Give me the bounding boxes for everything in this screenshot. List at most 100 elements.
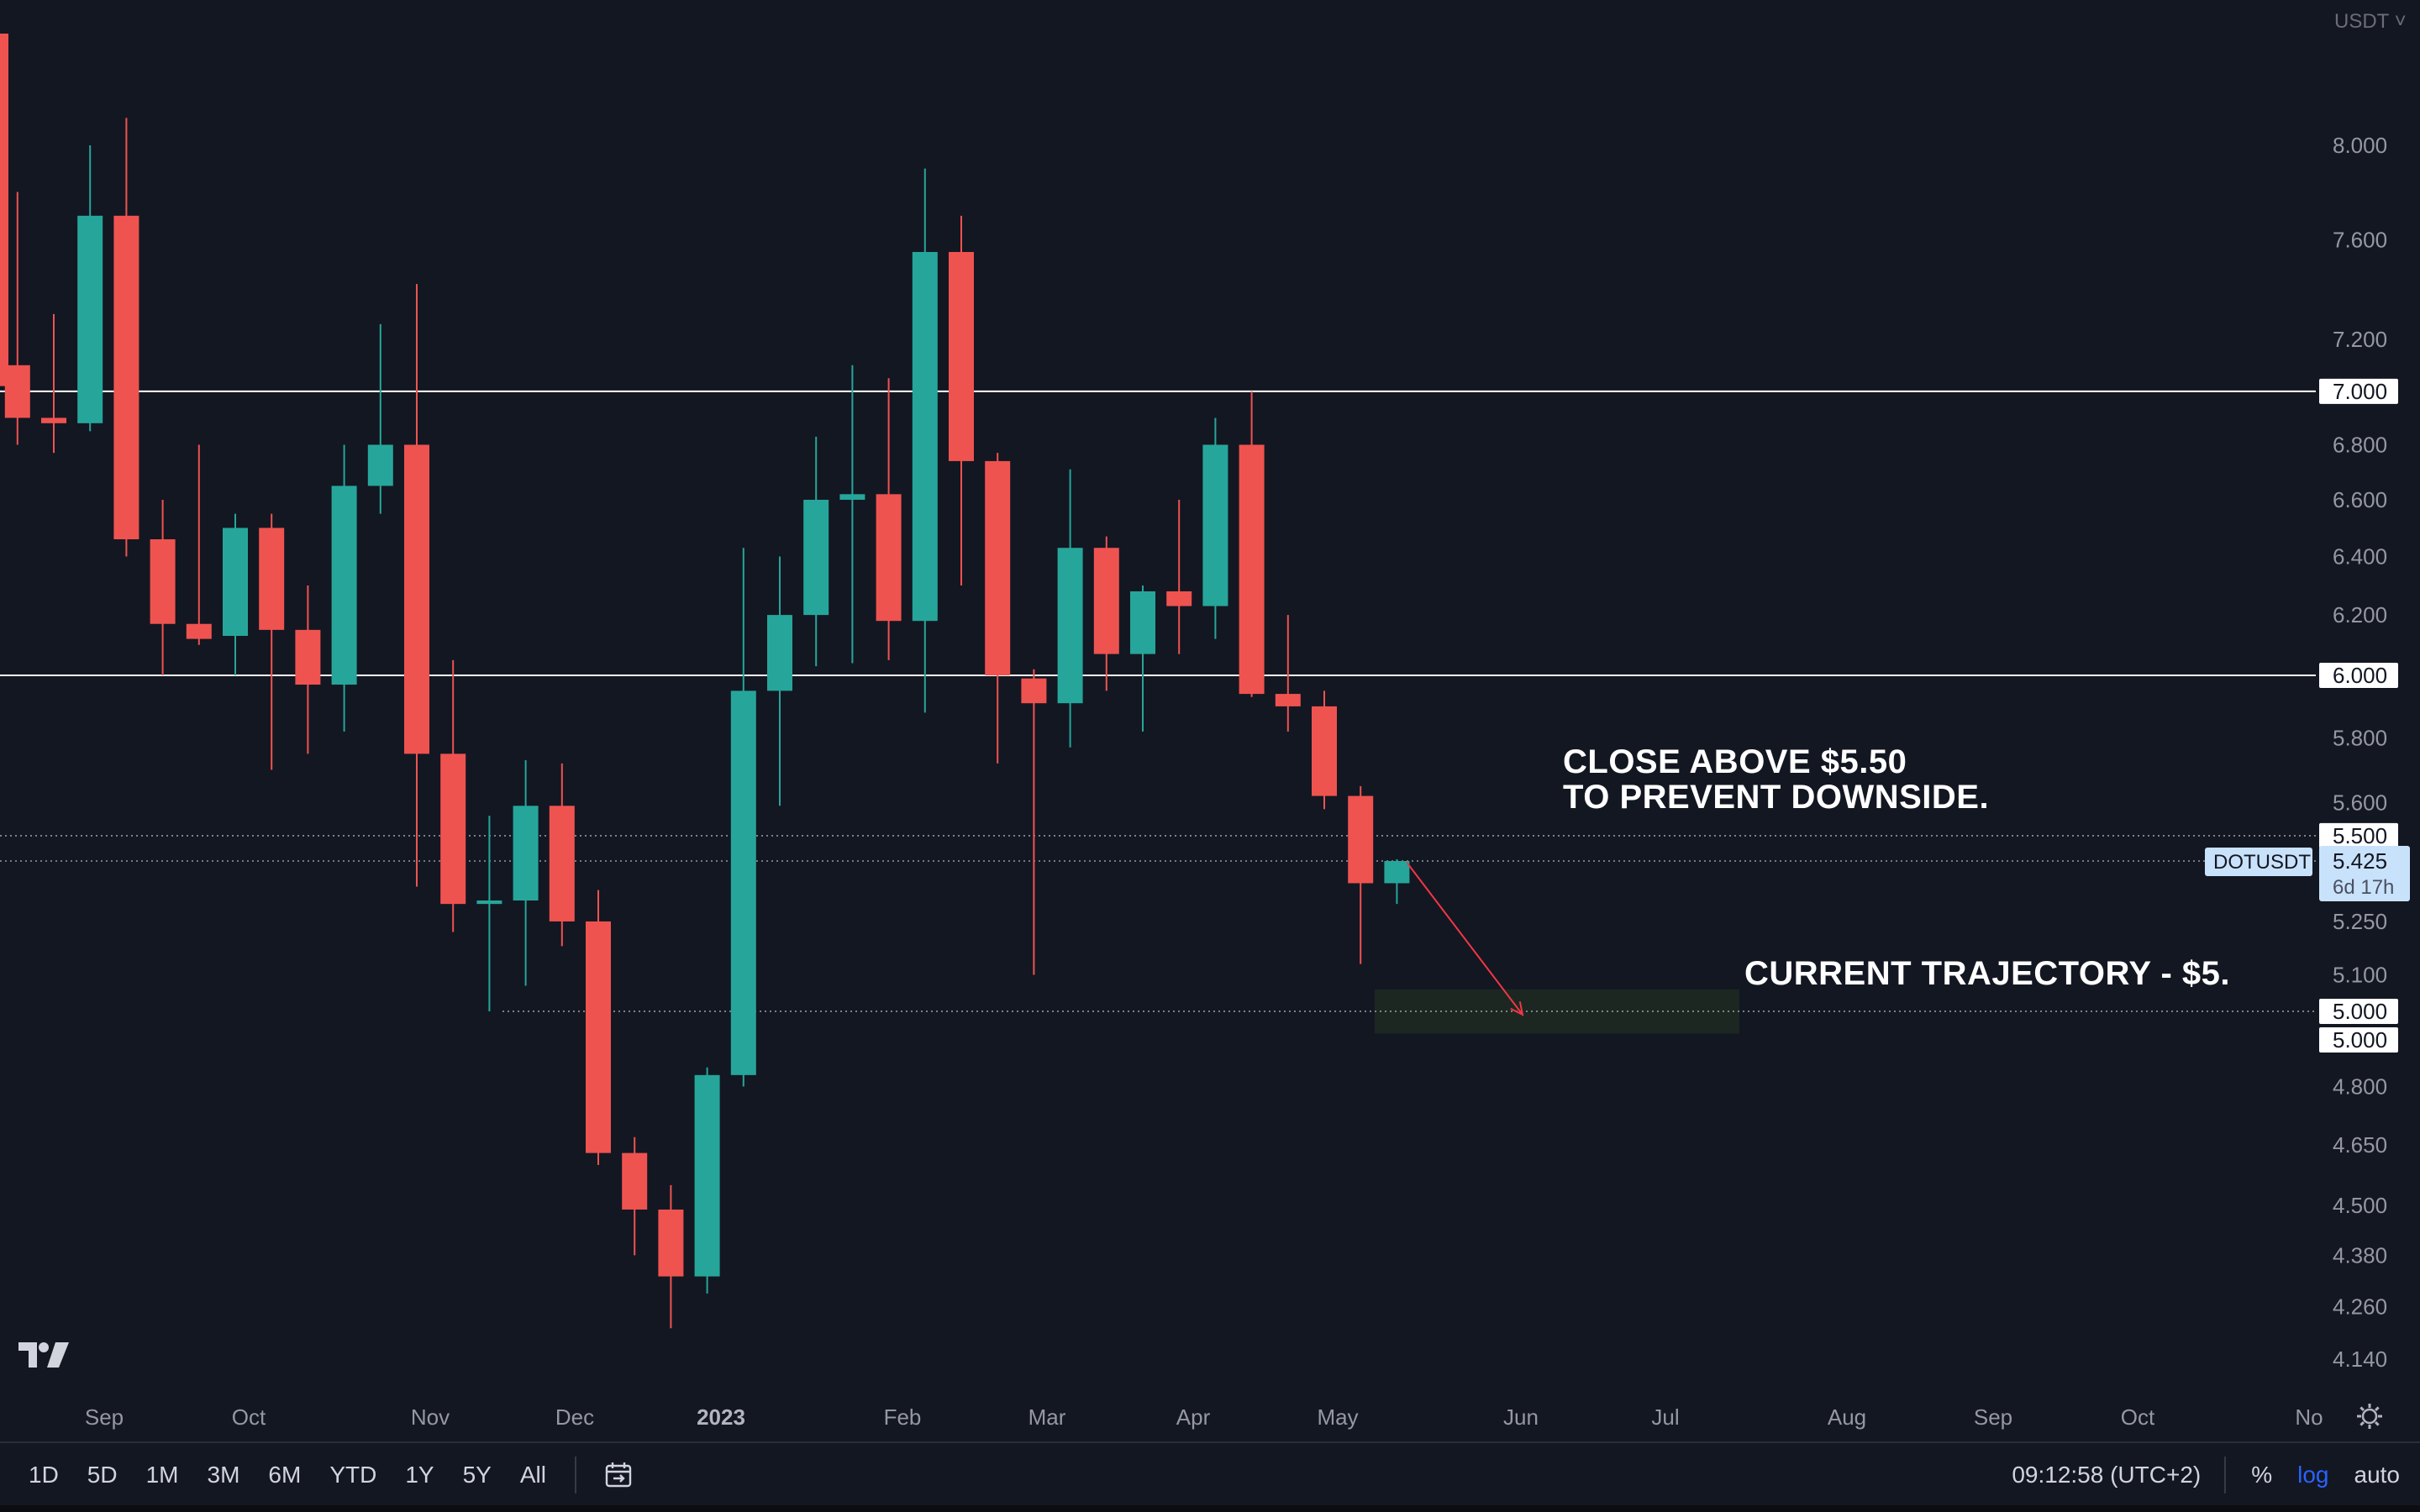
y-tick-label: 5.600 <box>2333 790 2387 815</box>
x-tick-label: Feb <box>884 1404 922 1430</box>
current-price-box <box>2319 846 2410 902</box>
price-label: 5.500 <box>2333 823 2387 848</box>
gear-tooth <box>2360 1406 2365 1411</box>
annotation-line-2: TO PREVENT DOWNSIDE. <box>1563 779 1990 816</box>
right-tools: 09:12:58 (UTC+2) % log auto <box>2012 1443 2400 1507</box>
auto-scale-button[interactable]: auto <box>2354 1462 2401 1488</box>
candle-body <box>658 1209 684 1277</box>
candle <box>150 499 176 676</box>
candle-body <box>440 753 466 905</box>
candle-body <box>331 486 357 685</box>
price-label: 7.000 <box>2333 379 2387 404</box>
candle <box>1312 690 1337 810</box>
tradingview-logo[interactable] <box>18 1341 71 1369</box>
candle-body <box>622 1152 648 1210</box>
range-button-5d[interactable]: 5D <box>87 1462 118 1488</box>
candle <box>767 556 792 806</box>
x-tick-label: Mar <box>1028 1404 1066 1430</box>
candle-body <box>404 444 429 754</box>
annotation-close-above[interactable]: CLOSE ABOVE $5.50 TO PREVENT DOWNSIDE. <box>1563 744 1989 815</box>
candle-body <box>839 494 865 500</box>
symbol-tag-box <box>2205 848 2312 877</box>
candle <box>622 1137 648 1256</box>
candle-body <box>113 215 139 539</box>
log-scale-button[interactable]: log <box>2297 1462 2329 1488</box>
candlestick-chart[interactable]: 8.000 7.600 7.200 6.800 6.600 6.400 6.200 5.800… <box>0 0 2420 1441</box>
clock[interactable]: 09:12:58 (UTC+2) <box>2012 1462 2202 1488</box>
chevron-down-icon: ˅ <box>2388 10 2407 33</box>
currency-selector[interactable]: USDT ˅ <box>2334 10 2407 34</box>
candle <box>4 192 30 445</box>
candle-body <box>1384 861 1410 884</box>
candle <box>404 284 429 887</box>
gear-ring <box>2361 1408 2378 1425</box>
candle <box>1348 785 1374 964</box>
x-tick-label: Jul <box>1651 1404 1679 1430</box>
candle <box>694 1067 720 1294</box>
price-label: 6.000 <box>2333 663 2387 688</box>
candle <box>259 513 285 770</box>
candle-body <box>1021 678 1047 704</box>
x-tick-label: Sep <box>85 1404 124 1430</box>
gear-tooth <box>2375 1421 2380 1426</box>
candle-body <box>549 806 575 921</box>
y-tick-label: 6.800 <box>2333 432 2387 457</box>
y-tick-label: 5.100 <box>2333 963 2387 988</box>
candle-body <box>223 528 248 637</box>
candle-body <box>0 34 8 386</box>
calendar-icon[interactable] <box>603 1460 634 1490</box>
candle <box>1166 499 1192 654</box>
candle-body <box>1348 795 1374 884</box>
candle <box>803 436 829 667</box>
candle-body <box>476 900 502 905</box>
candle-body <box>730 690 756 1075</box>
candle-body <box>1057 548 1083 704</box>
candle <box>658 1184 684 1329</box>
candle-body <box>1202 444 1228 606</box>
range-button-1y[interactable]: 1Y <box>405 1462 434 1488</box>
candle-body <box>1130 591 1155 654</box>
candle <box>1239 391 1265 697</box>
percent-scale-button[interactable]: % <box>2251 1462 2273 1488</box>
candle-body <box>41 417 66 423</box>
y-tick-label: 6.200 <box>2333 602 2387 627</box>
candle-body <box>949 251 974 461</box>
gear-icon[interactable] <box>2357 1404 2382 1429</box>
candle-body <box>1166 591 1192 606</box>
candle-body <box>912 251 938 622</box>
x-tick-label: Apr <box>1176 1404 1211 1430</box>
trajectory-arrow <box>1406 862 1523 1016</box>
candle <box>476 816 502 1011</box>
range-button-3m[interactable]: 3M <box>207 1462 240 1488</box>
annotation-trajectory[interactable]: CURRENT TRAJECTORY - $5. <box>1744 956 2230 991</box>
range-button-ytd[interactable]: YTD <box>329 1462 377 1488</box>
x-tick-label: Nov <box>411 1404 450 1430</box>
y-tick-label: 4.140 <box>2333 1347 2387 1372</box>
candle-body <box>259 528 285 630</box>
annotation-trajectory-text: CURRENT TRAJECTORY - $5. <box>1744 955 2231 992</box>
candle-body <box>1093 548 1119 654</box>
y-tick-label: 4.800 <box>2333 1074 2387 1100</box>
bottom-strip <box>0 1505 2420 1512</box>
candle-body <box>586 921 611 1153</box>
price-label-box <box>2319 822 2398 848</box>
range-button-all[interactable]: All <box>519 1462 546 1488</box>
candle <box>586 890 611 1165</box>
candle <box>1384 858 1410 905</box>
price-label-box <box>2319 663 2398 689</box>
symbol-tag: DOTUSDT <box>2213 851 2311 874</box>
y-tick-label: 5.800 <box>2333 725 2387 750</box>
candle <box>1021 669 1047 975</box>
candle <box>77 144 103 432</box>
range-button-1m[interactable]: 1M <box>145 1462 179 1488</box>
range-button-1d[interactable]: 1D <box>29 1462 59 1488</box>
candle <box>331 444 357 732</box>
candle <box>1275 615 1301 732</box>
x-tick-label: May <box>1317 1404 1358 1430</box>
range-button-5y[interactable]: 5Y <box>462 1462 492 1488</box>
range-button-6m[interactable]: 6M <box>268 1462 302 1488</box>
candle <box>549 763 575 947</box>
range-buttons: 1D 5D 1M 3M 6M YTD 1Y 5Y All <box>0 1462 546 1488</box>
y-tick-label: 5.250 <box>2333 909 2387 934</box>
